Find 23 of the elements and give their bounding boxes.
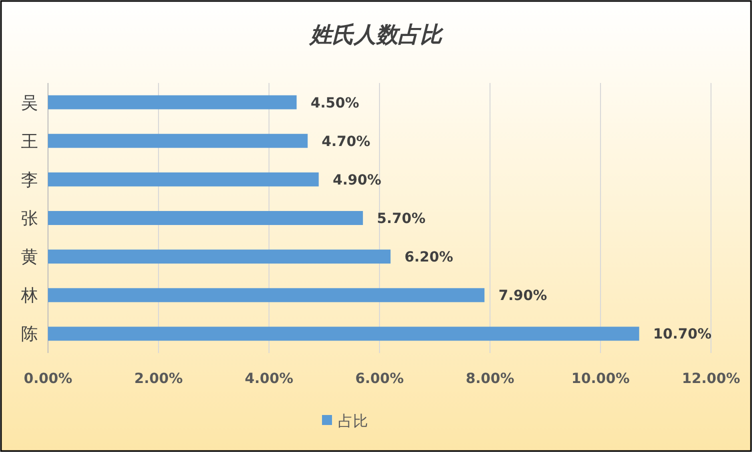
x-tick-label: 12.00% bbox=[682, 371, 740, 387]
x-tick-label: 2.00% bbox=[134, 371, 183, 387]
data-label: 4.90% bbox=[332, 172, 382, 188]
y-tick-label: 林 bbox=[20, 286, 38, 306]
x-tick-label: 4.00% bbox=[244, 371, 294, 387]
y-tick-label: 黄 bbox=[21, 248, 38, 268]
y-tick-label: 吴 bbox=[21, 93, 38, 114]
x-tick-label: 8.00% bbox=[466, 371, 514, 387]
y-tick-label: 王 bbox=[21, 132, 38, 152]
y-tick-label: 张 bbox=[21, 209, 38, 229]
data-label: 10.70% bbox=[653, 326, 712, 343]
x-tick-label: 10.00% bbox=[571, 371, 630, 387]
data-label: 5.70% bbox=[376, 211, 426, 227]
title: 姓氏人数占比 bbox=[310, 23, 442, 48]
data-label: 6.20% bbox=[404, 250, 454, 266]
legend-label: 占比 bbox=[338, 412, 368, 430]
y-tick-label: 陈 bbox=[21, 324, 38, 345]
y-tick-label: 李 bbox=[21, 170, 38, 190]
data-label: 4.70% bbox=[322, 134, 370, 150]
x-tick-label: 6.00% bbox=[355, 371, 404, 387]
x-tick-label: 0.00% bbox=[24, 371, 72, 387]
data-label: 4.50% bbox=[310, 95, 360, 112]
data-label: 7.90% bbox=[498, 288, 548, 304]
